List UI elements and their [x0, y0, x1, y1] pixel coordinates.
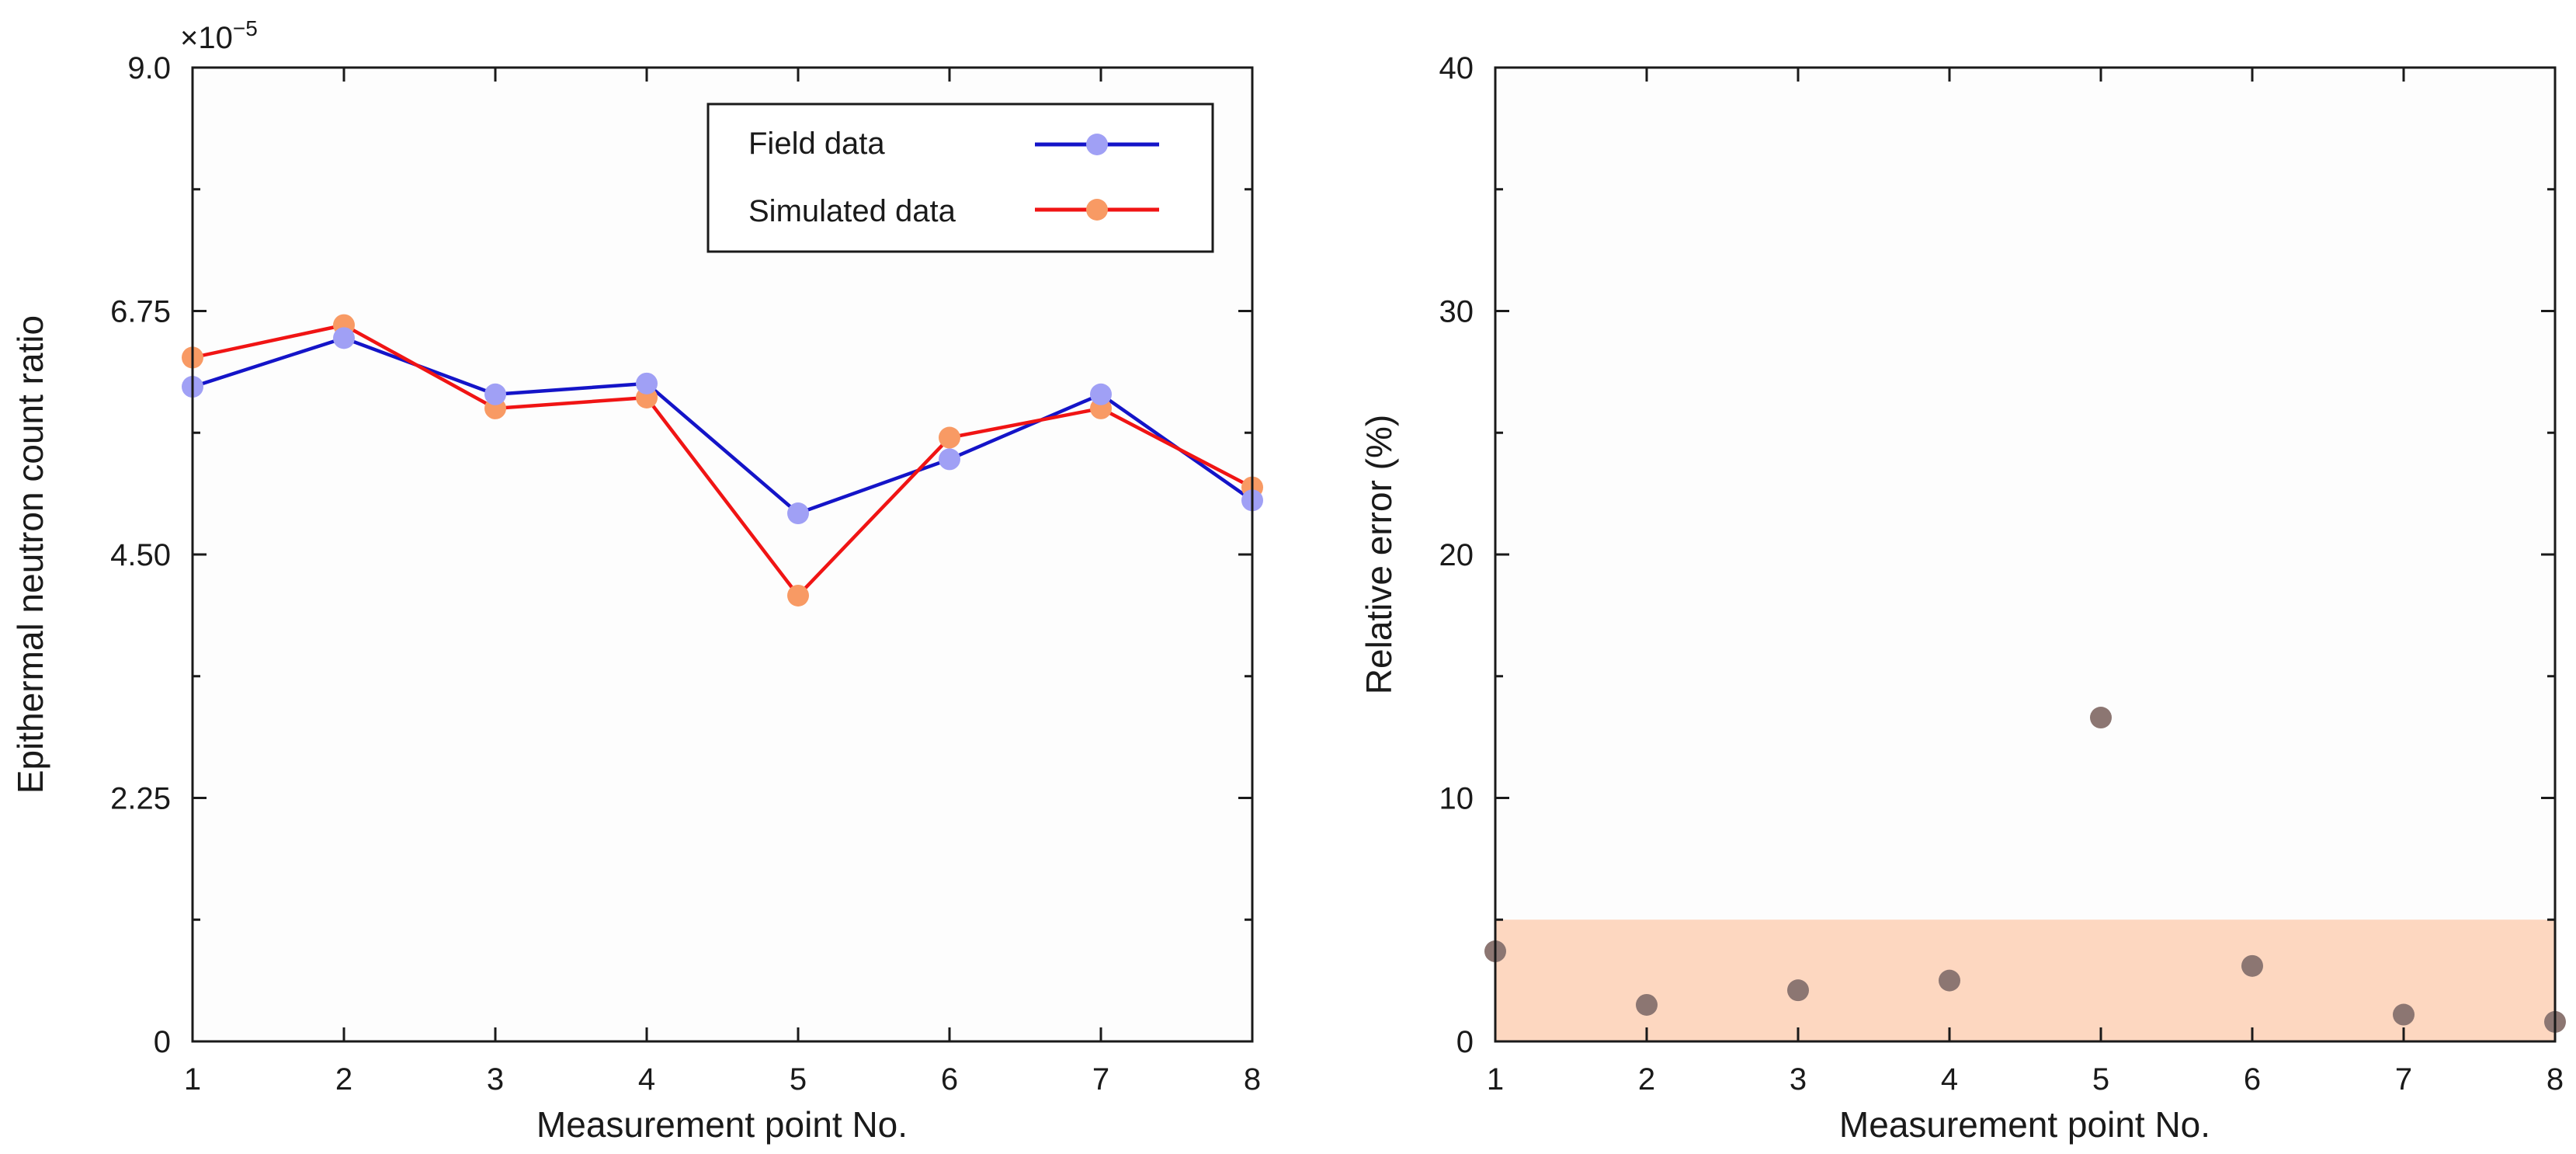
legend-marker-field [1086, 134, 1108, 155]
right-y-tick-label: 40 [1439, 51, 1474, 85]
left-x-tick-label: 4 [638, 1062, 655, 1097]
left-x-tick-label: 6 [941, 1062, 958, 1097]
error-data-point [1787, 979, 1809, 1002]
legend-label-field: Field data [748, 127, 885, 161]
error-data-point [2241, 954, 2263, 977]
left-y-tick-label: 0 [154, 1025, 171, 1059]
field-data-point [484, 383, 506, 405]
right-plot-frame [1494, 66, 2557, 1043]
right-x-tick-label: 2 [1638, 1062, 1655, 1097]
left-y-tick-label: 2.25 [110, 782, 171, 816]
right-y-tick-label: 0 [1456, 1025, 1474, 1059]
right-x-tick-label: 6 [2244, 1062, 2261, 1097]
right-x-tick-label: 1 [1487, 1062, 1504, 1097]
left-y-multiplier: ×10−5 [180, 16, 258, 55]
left-y-tick-label: 9.0 [127, 51, 171, 85]
right-x-tick-label: 4 [1941, 1062, 1958, 1097]
left-x-tick-label: 5 [790, 1062, 807, 1097]
right-y-axis-label: Relative error (%) [1359, 415, 1399, 694]
right-tick-labels: 1 2 3 4 5 6 7 8 0 10 20 30 40 [1439, 51, 2564, 1097]
left-x-tick-label: 2 [335, 1062, 352, 1097]
right-y-tick-label: 30 [1439, 295, 1474, 329]
error-data-point [1939, 969, 1960, 992]
right-x-tick-label: 5 [2092, 1062, 2109, 1097]
legend-box [706, 103, 1214, 253]
left-x-tick-label: 8 [1244, 1062, 1261, 1097]
left-series-points [182, 314, 1263, 607]
left-chart: 1 2 3 4 5 6 7 8 0 2.25 4.50 6.75 9.0 ×10−5 Field dat… [10, 16, 1263, 1145]
error-data-point [2090, 707, 2112, 729]
field-data-point [939, 448, 960, 471]
right-y-tick-label: 20 [1439, 538, 1474, 572]
left-x-tick-label: 3 [487, 1062, 504, 1097]
left-y-tick-label: 6.75 [110, 295, 171, 329]
left-y-axis-label: Epithermal neutron count ratio [10, 315, 50, 794]
simulated-data-point [787, 584, 809, 607]
right-plot-area [1495, 68, 2555, 1041]
series-line-field [192, 336, 1254, 516]
left-series-lines [192, 323, 1254, 598]
field-data-point [1090, 383, 1112, 405]
error-data-point [2393, 1003, 2415, 1026]
right-x-tick-label: 8 [2546, 1062, 2564, 1097]
series-line-simulated [192, 323, 1254, 598]
left-y-tick-label: 4.50 [110, 538, 171, 572]
error-data-point [1636, 993, 1658, 1016]
left-legend: Field data Simulated data [706, 103, 1214, 253]
right-x-tick-label: 3 [1790, 1062, 1807, 1097]
left-plot-frame [191, 66, 1254, 1043]
right-x-axis-label: Measurement point No. [1839, 1104, 2210, 1145]
left-x-tick-label: 7 [1092, 1062, 1109, 1097]
left-x-axis-label: Measurement point No. [536, 1104, 908, 1145]
left-x-tick-label: 1 [184, 1062, 201, 1097]
acceptable-error-band [1495, 919, 2555, 1041]
legend-marker-simulated [1086, 199, 1108, 221]
field-data-point [636, 372, 658, 395]
left-tick-labels: 1 2 3 4 5 6 7 8 0 2.25 4.50 6.75 9.0 [110, 51, 1261, 1097]
legend-label-simulated: Simulated data [748, 194, 956, 228]
right-x-tick-label: 7 [2395, 1062, 2412, 1097]
field-data-point [787, 502, 809, 525]
field-data-point [333, 327, 355, 349]
right-y-tick-label: 10 [1439, 782, 1474, 816]
simulated-data-point [939, 426, 960, 449]
